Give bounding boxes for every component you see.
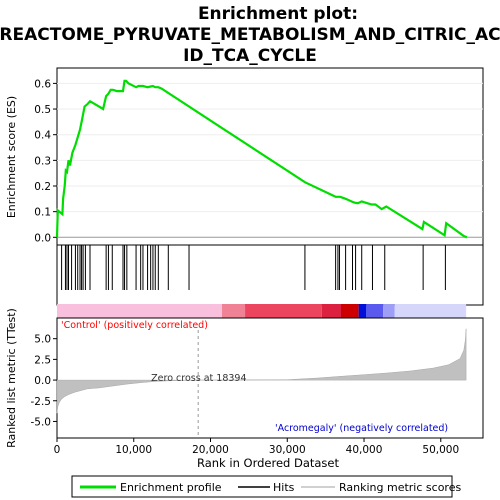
legend-enrichment-label: Enrichment profile (120, 481, 222, 494)
positive-correlation-label: 'Control' (positively correlated) (61, 320, 208, 331)
metric-y-tick-label: -2.5 (31, 396, 52, 408)
x-tick-label: 40,000 (346, 444, 383, 456)
title-line-2: REACTOME_PYRUVATE_METABOLISM_AND_CITRIC_… (0, 25, 500, 45)
hits-lines (61, 245, 446, 290)
x-axis-label: Rank in Ordered Dataset (197, 456, 340, 470)
metric-y-tick-label: -5.0 (31, 416, 52, 428)
color-bar-segment (394, 304, 467, 318)
color-bar-segment (245, 304, 322, 318)
enrichment-profile-line (55, 79, 468, 239)
x-axis: 0 10,000 20,000 30,000 40,000 50,000 (54, 438, 459, 456)
color-bar-segment (222, 304, 246, 318)
metric-y-tick-label: 5.0 (34, 334, 51, 346)
color-bar-segment (383, 304, 395, 318)
ranking-color-bar (57, 304, 467, 318)
es-y-tick-label: 0.3 (34, 155, 51, 167)
metric-panel-frame (56, 317, 484, 439)
legend-hits-label: Hits (273, 481, 295, 494)
metric-y-tick-label: 0.0 (34, 375, 51, 387)
metric-y-tick-label: 2.5 (34, 354, 51, 366)
title-line-1: Enrichment plot: (198, 4, 358, 24)
es-y-tick-label: 0.2 (34, 181, 51, 193)
x-tick-label: 50,000 (422, 444, 459, 456)
chart-title: Enrichment plot: REACTOME_PYRUVATE_METAB… (0, 4, 500, 66)
legend: Enrichment profile Hits Ranking metric s… (71, 475, 461, 498)
negative-correlation-label: 'Acromegaly' (negatively correlated) (275, 423, 448, 434)
es-y-tick-label: 0.1 (34, 207, 51, 219)
metric-panel: -5.0 -2.5 0.0 2.5 5.0 Zero cross at 18394 'C… (5, 308, 484, 448)
color-bar-segment (358, 304, 367, 318)
x-tick-label: 10,000 (115, 444, 152, 456)
x-tick-label: 30,000 (269, 444, 306, 456)
color-bar-segment (341, 304, 359, 318)
metric-y-axis-label: Ranked list metric (TTest) (5, 308, 18, 448)
title-line-3: ID_TCA_CYCLE (183, 46, 317, 66)
es-y-tick-label: 0.4 (34, 130, 51, 142)
zero-cross-label: Zero cross at 18394 (151, 373, 246, 384)
x-tick-label: 20,000 (192, 444, 229, 456)
ranking-metric-area (56, 328, 467, 414)
es-y-tick-label: 0.6 (34, 78, 51, 90)
es-y-axis-label: Enrichment score (ES) (5, 96, 18, 218)
es-panel: 0.0 0.1 0.2 0.3 0.4 0.5 0.6 Enrichment score (… (5, 67, 484, 246)
es-y-axis: 0.0 0.1 0.2 0.3 0.4 0.5 0.6 (34, 78, 57, 244)
color-bar-segment (321, 304, 341, 318)
legend-metric-label: Ranking metric scores (339, 481, 461, 494)
x-tick-label: 0 (54, 444, 61, 456)
color-bar-segment (366, 304, 384, 318)
es-y-tick-label: 0.0 (34, 232, 51, 244)
color-bar-segment (57, 304, 223, 318)
es-y-tick-label: 0.5 (34, 104, 51, 116)
metric-y-axis: -5.0 -2.5 0.0 2.5 5.0 (31, 334, 57, 428)
